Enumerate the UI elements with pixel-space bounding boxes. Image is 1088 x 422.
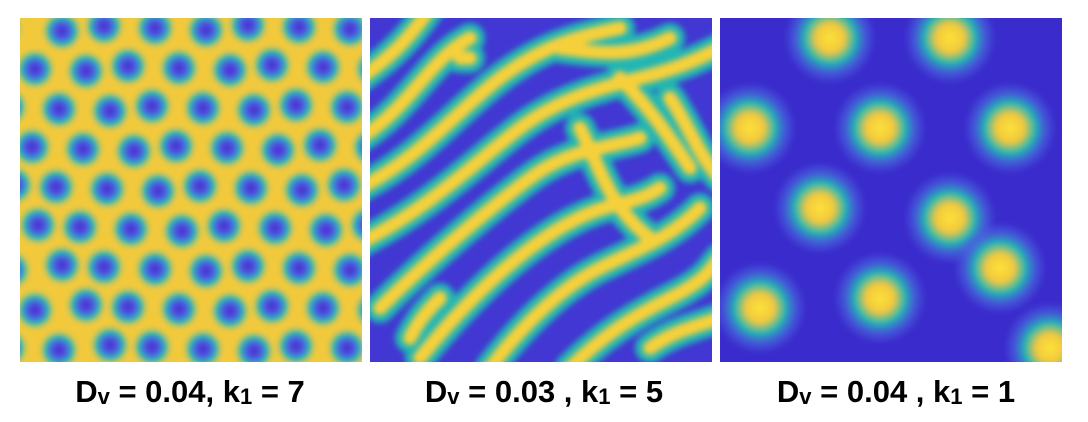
panel-3: Dv = 0.04 , k1 = 1 [716,0,1076,422]
panel-2: Dv = 0.03 , k1 = 5 [364,0,724,422]
pattern-image-spots [720,18,1062,362]
caption-3: Dv = 0.04 , k1 = 1 [776,374,1016,409]
pattern-image-spots-inverted [20,18,362,362]
caption-1: Dv = 0.04, k1 = 7 [75,374,305,409]
panel-1: Dv = 0.04, k1 = 7 [0,0,362,422]
caption-2: Dv = 0.03 , k1 = 5 [424,374,664,409]
pattern-image-stripes [370,18,712,362]
